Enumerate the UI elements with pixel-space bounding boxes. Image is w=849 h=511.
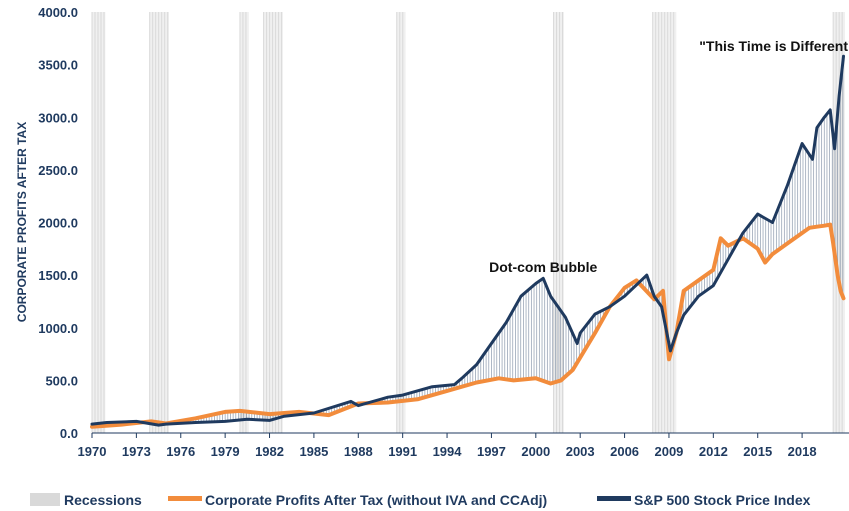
x-tick-label: 1976	[166, 444, 195, 459]
legend: Recessions Corporate Profits After Tax (…	[30, 492, 811, 508]
profits-line	[90, 222, 846, 429]
legend-label-profits: Corporate Profits After Tax (without IVA…	[205, 492, 547, 508]
recession-band	[263, 12, 283, 433]
legend-swatch-recessions	[30, 493, 60, 506]
annotation-label: "This Time is Different"	[699, 38, 849, 54]
x-tick-label: 1988	[344, 444, 373, 459]
y-tick-label: 0.0	[60, 426, 78, 441]
y-axis-label: CORPORATE PROFITS AFTER TAX	[15, 122, 29, 322]
y-tick-label: 1500.0	[38, 268, 78, 283]
recession-band	[652, 12, 677, 433]
y-tick-label: 1000.0	[38, 321, 78, 336]
y-tick-label: 2500.0	[38, 163, 78, 178]
y-tick-label: 500.0	[45, 373, 78, 388]
legend-label-recessions: Recessions	[64, 492, 142, 508]
legend-swatch-sp500	[597, 496, 631, 501]
x-tick-label: 2000	[521, 444, 550, 459]
x-tick-label: 1994	[433, 444, 463, 459]
annotation-label: Dot-com Bubble	[489, 259, 597, 275]
annotations: Dot-com Bubble "This Time is Different"	[489, 38, 849, 275]
x-tick-label: 1985	[299, 444, 328, 459]
recession-band	[149, 12, 169, 433]
x-tick-label: 2009	[654, 444, 683, 459]
x-tick-label: 1970	[78, 444, 107, 459]
recession-band	[396, 12, 406, 433]
x-tick-label: 2018	[788, 444, 817, 459]
x-tick-label: 2015	[743, 444, 772, 459]
legend-label-sp500: S&P 500 Stock Price Index	[634, 492, 811, 508]
y-tick-label: 3500.0	[38, 58, 78, 73]
series-lines	[90, 54, 846, 429]
recession-band	[91, 12, 106, 433]
legend-swatch-profits	[168, 496, 202, 501]
x-tick-label: 1973	[122, 444, 151, 459]
axes: CORPORATE PROFITS AFTER TAX	[15, 122, 849, 434]
x-tick-label: 2006	[610, 444, 639, 459]
x-tick-label: 1997	[477, 444, 506, 459]
x-tick-label: 1991	[388, 444, 417, 459]
x-tick-label: 2012	[699, 444, 728, 459]
x-tick-label: 1982	[255, 444, 284, 459]
y-tick-labels: 0.0 500.0 1000.0 1500.0 2000.0 2500.0 3000.0 35…	[38, 5, 78, 441]
x-tick-label: 1979	[211, 444, 240, 459]
y-tick-label: 4000.0	[38, 5, 78, 20]
x-tick-label: 2003	[566, 444, 595, 459]
sp500-line	[90, 54, 845, 427]
x-tick-labels: 1970 1973 1976 1979 1982 1985 1988 1991 1994 1997…	[78, 433, 817, 459]
recession-bands	[91, 12, 845, 433]
y-tick-label: 2000.0	[38, 216, 78, 231]
recession-band	[553, 12, 564, 433]
recession-band	[239, 12, 249, 433]
y-tick-label: 3000.0	[38, 110, 78, 125]
